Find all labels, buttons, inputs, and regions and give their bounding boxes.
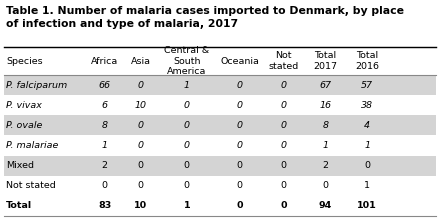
Text: 1: 1 — [364, 181, 370, 190]
Text: 1: 1 — [184, 81, 190, 90]
Text: Not
stated: Not stated — [268, 51, 299, 71]
Text: Central &
South
America: Central & South America — [164, 46, 209, 76]
Text: 1: 1 — [102, 141, 108, 150]
Text: 0: 0 — [236, 202, 243, 210]
Text: 83: 83 — [98, 202, 111, 210]
Text: 67: 67 — [319, 81, 331, 90]
Text: 16: 16 — [319, 101, 331, 110]
Text: 0: 0 — [237, 101, 242, 110]
Text: 0: 0 — [237, 161, 242, 170]
Bar — [4, 156, 436, 176]
Text: 4: 4 — [364, 121, 370, 130]
Text: 8: 8 — [102, 121, 108, 130]
Text: 0: 0 — [281, 161, 286, 170]
Text: 0: 0 — [102, 181, 108, 190]
Text: 0: 0 — [281, 81, 286, 90]
Text: Asia: Asia — [131, 57, 150, 66]
Text: Total
2017: Total 2017 — [313, 51, 337, 71]
Text: 0: 0 — [237, 181, 242, 190]
Text: 0: 0 — [281, 121, 286, 130]
Bar — [4, 115, 436, 136]
Text: 8: 8 — [323, 121, 328, 130]
Text: 0: 0 — [237, 141, 242, 150]
Text: P. falciparum: P. falciparum — [6, 81, 67, 90]
Text: 1: 1 — [323, 141, 328, 150]
Text: 0: 0 — [281, 101, 286, 110]
Text: Total: Total — [6, 202, 32, 210]
Text: 0: 0 — [184, 141, 190, 150]
Text: 0: 0 — [281, 181, 286, 190]
Text: 1: 1 — [183, 202, 190, 210]
Text: Species: Species — [6, 57, 43, 66]
Text: 0: 0 — [138, 121, 143, 130]
Text: 0: 0 — [281, 141, 286, 150]
Text: Not stated: Not stated — [6, 181, 56, 190]
Text: Total
2016: Total 2016 — [355, 51, 379, 71]
Text: 38: 38 — [361, 101, 373, 110]
Text: 101: 101 — [357, 202, 377, 210]
Text: 6: 6 — [102, 101, 108, 110]
Text: Oceania: Oceania — [220, 57, 259, 66]
Text: 0: 0 — [323, 181, 328, 190]
Text: Africa: Africa — [91, 57, 118, 66]
Text: 1: 1 — [364, 141, 370, 150]
Text: 0: 0 — [184, 101, 190, 110]
Text: 0: 0 — [237, 81, 242, 90]
Text: 0: 0 — [280, 202, 287, 210]
Text: 10: 10 — [135, 101, 147, 110]
Text: P. malariae: P. malariae — [6, 141, 59, 150]
Text: 0: 0 — [364, 161, 370, 170]
Text: 0: 0 — [237, 121, 242, 130]
Text: 0: 0 — [138, 141, 143, 150]
Text: P. vivax: P. vivax — [6, 101, 42, 110]
Text: P. ovale: P. ovale — [6, 121, 42, 130]
Text: Table 1. Number of malaria cases imported to Denmark, by place
of infection and : Table 1. Number of malaria cases importe… — [6, 6, 404, 29]
Text: 2: 2 — [102, 161, 108, 170]
Text: 2: 2 — [323, 161, 328, 170]
Text: 0: 0 — [138, 81, 143, 90]
Text: 57: 57 — [361, 81, 373, 90]
Text: 10: 10 — [134, 202, 147, 210]
Text: 66: 66 — [99, 81, 111, 90]
Text: 0: 0 — [184, 161, 190, 170]
Text: 0: 0 — [184, 181, 190, 190]
Text: 0: 0 — [184, 121, 190, 130]
Text: Mixed: Mixed — [6, 161, 34, 170]
Bar — [4, 75, 436, 95]
Text: 0: 0 — [138, 161, 143, 170]
Text: 0: 0 — [138, 181, 143, 190]
Text: 94: 94 — [319, 202, 332, 210]
